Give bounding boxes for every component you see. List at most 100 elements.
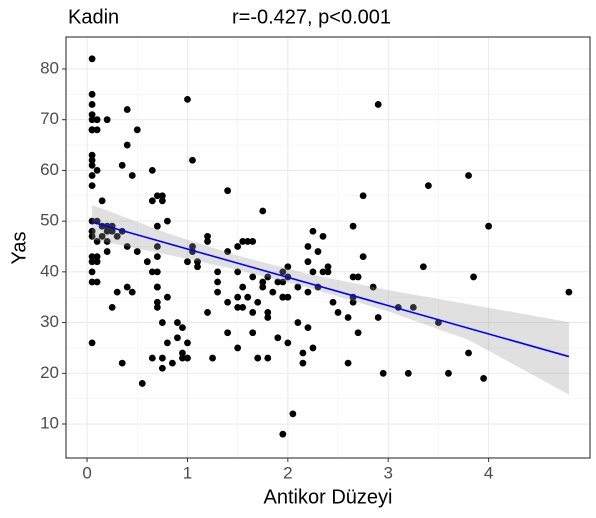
point [334, 309, 342, 316]
point [324, 263, 332, 271]
point [113, 288, 121, 296]
point [158, 192, 166, 200]
point [93, 126, 101, 134]
point [93, 116, 101, 124]
point [204, 309, 211, 316]
point [148, 268, 156, 276]
point [324, 268, 332, 276]
point [374, 314, 382, 321]
point [214, 268, 221, 276]
point [179, 324, 186, 332]
point [103, 116, 111, 124]
point [249, 273, 257, 281]
point [404, 369, 412, 377]
point [153, 268, 161, 276]
point [249, 329, 257, 337]
point [128, 172, 136, 179]
point [239, 303, 247, 311]
y-tick-label: 70 [40, 109, 59, 128]
point [269, 288, 277, 296]
point [319, 268, 327, 276]
point [309, 344, 317, 352]
point [359, 192, 367, 200]
point [88, 111, 96, 119]
point [88, 55, 96, 63]
point [289, 410, 297, 418]
point [279, 278, 287, 286]
point [148, 354, 156, 362]
point [118, 359, 126, 367]
point [349, 273, 357, 281]
point [264, 314, 272, 321]
x-tick-label: 4 [484, 463, 493, 482]
point [314, 248, 322, 255]
point [284, 339, 292, 347]
point [369, 283, 377, 291]
point [354, 273, 362, 281]
x-tick-label: 0 [82, 463, 91, 482]
point [88, 156, 96, 164]
point [123, 283, 131, 291]
point [344, 359, 352, 367]
point [88, 151, 96, 159]
point [153, 283, 161, 291]
point [274, 334, 282, 342]
y-tick-label: 80 [40, 58, 59, 77]
panel [66, 37, 590, 458]
chart-subtitle: r=-0.427, p<0.001 [232, 6, 391, 28]
y-tick-label: 50 [40, 211, 59, 230]
point [349, 222, 357, 230]
point [118, 161, 126, 169]
point [234, 243, 242, 250]
point [174, 334, 181, 342]
point [329, 298, 337, 306]
point [279, 293, 287, 301]
point [234, 268, 242, 276]
point [224, 298, 232, 306]
point [249, 238, 257, 245]
point [93, 253, 101, 261]
point [153, 222, 161, 230]
point [239, 238, 247, 245]
point [244, 238, 252, 245]
point [254, 298, 262, 306]
point [274, 278, 282, 286]
point [189, 243, 196, 250]
point [224, 248, 232, 255]
point [214, 278, 221, 286]
point [409, 303, 417, 311]
point [153, 192, 161, 200]
point [309, 268, 317, 276]
point [204, 238, 211, 245]
point [264, 309, 272, 316]
point [284, 263, 292, 271]
point [148, 197, 156, 205]
point [93, 167, 101, 174]
point [93, 238, 101, 245]
point [194, 263, 201, 271]
point [234, 303, 242, 311]
point [123, 141, 131, 149]
point [158, 354, 166, 362]
point [194, 258, 201, 266]
y-tick-label: 10 [40, 414, 59, 433]
point [103, 227, 111, 235]
point [259, 283, 267, 291]
point [153, 253, 161, 261]
point [264, 273, 272, 281]
point [259, 207, 267, 215]
x-tick-label: 2 [283, 463, 292, 482]
point [465, 172, 472, 179]
point [485, 222, 493, 230]
point [309, 227, 317, 235]
point [465, 349, 472, 357]
point [344, 314, 352, 321]
y-tick-label: 20 [40, 363, 59, 382]
chart-title: Kadin [68, 6, 119, 28]
point [254, 354, 262, 362]
point [424, 182, 432, 190]
point [204, 232, 211, 240]
point [113, 232, 121, 240]
point [98, 232, 106, 240]
